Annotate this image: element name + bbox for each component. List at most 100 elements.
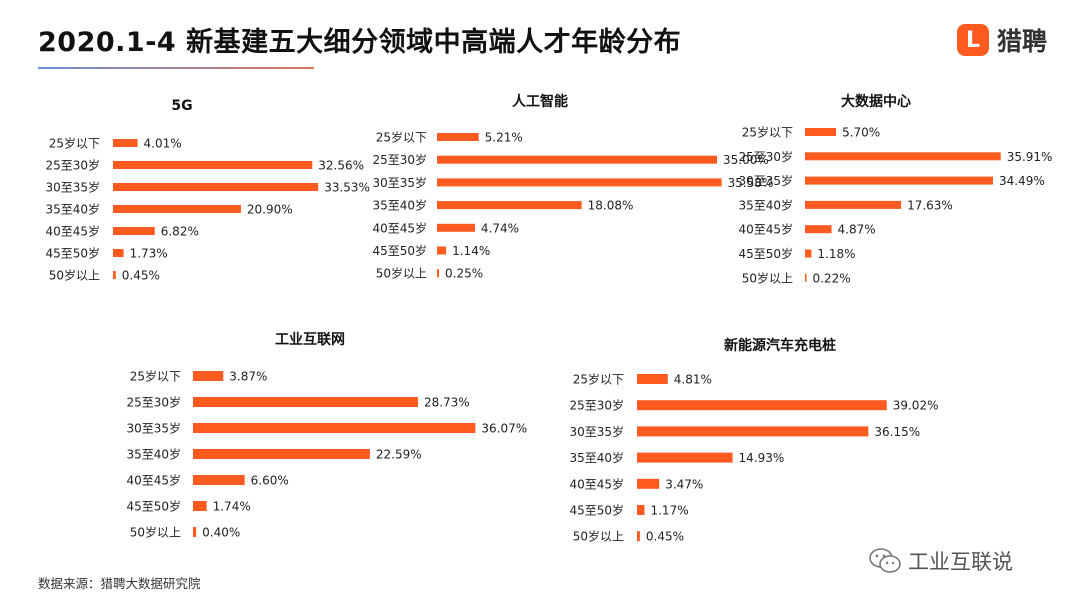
category-label: 40至45岁	[738, 222, 793, 237]
bar	[437, 178, 722, 187]
bar	[637, 531, 640, 542]
watermark: 工业互联说	[868, 546, 1013, 576]
chart-svg: 工业互联网 25岁以下 3.87% 25至30岁 28.73% 30至35岁 36.07% 3…	[126, 332, 527, 540]
bar	[113, 227, 155, 235]
page-title: 2020.1-4 新基建五大细分领域中高端人才年龄分布	[38, 27, 682, 58]
bar	[113, 249, 124, 257]
value-label: 5.70%	[842, 126, 880, 140]
value-label: 3.47%	[665, 477, 703, 491]
chart-title: 工业互联网	[275, 332, 345, 348]
bar	[637, 374, 668, 384]
chart-industrial-internet: 工业互联网 25岁以下 3.87% 25至30岁 28.73% 30至35岁 36.07% 3…	[115, 326, 535, 552]
value-label: 1.74%	[213, 500, 251, 514]
chart-title: 新能源汽车充电桩	[724, 337, 836, 354]
value-label: 0.22%	[813, 271, 851, 285]
category-label: 30至35岁	[372, 175, 427, 190]
data-source: 数据来源：猎聘大数据研究院	[38, 576, 201, 591]
bar	[637, 400, 887, 411]
category-label: 45至50岁	[45, 246, 100, 261]
value-label: 1.18%	[817, 247, 855, 261]
bar	[637, 505, 645, 515]
value-label: 36.15%	[874, 425, 920, 439]
bar	[805, 200, 902, 209]
category-label: 50岁以上	[376, 266, 427, 281]
bar	[113, 205, 241, 213]
chart-5g: 5G 25岁以下 4.01% 25至30岁 32.56% 30至35岁 33.53% 35至4…	[22, 92, 370, 295]
chart-title: 5G	[171, 98, 192, 114]
bar	[193, 371, 224, 381]
category-label: 25岁以下	[742, 125, 793, 140]
chart-ev-charging: 新能源汽车充电桩 25岁以下 4.81% 25至30岁 39.02% 30至35岁 36.1…	[560, 332, 980, 556]
category-label: 45至50岁	[372, 243, 427, 258]
liepin-logo: L 猎聘	[957, 22, 1047, 58]
category-label: 35至40岁	[569, 450, 624, 465]
category-label: 25岁以下	[130, 369, 181, 384]
value-label: 3.87%	[229, 370, 267, 384]
wechat-icon	[868, 547, 902, 575]
value-label: 35.58%	[728, 176, 774, 190]
bar	[193, 501, 207, 511]
category-label: 25岁以下	[49, 136, 100, 151]
category-label: 35至40岁	[45, 202, 100, 217]
bar	[805, 176, 993, 185]
category-label: 50岁以上	[49, 268, 100, 283]
category-label: 30至35岁	[45, 180, 100, 195]
chart-title: 大数据中心	[841, 93, 911, 110]
bar	[637, 452, 733, 463]
category-label: 40至45岁	[45, 224, 100, 239]
category-label: 40至45岁	[569, 476, 624, 491]
category-label: 40至45岁	[126, 473, 181, 488]
chart-svg: 人工智能 25岁以下 5.21% 25至30岁 35.00% 30至35岁 35.58% 35…	[372, 93, 773, 281]
bar	[437, 201, 582, 210]
chart-big-data-center: 大数据中心 25岁以下 5.70% 25至30岁 35.91% 30至35岁 34.49% 3…	[726, 88, 1066, 298]
watermark-text: 工业互联说	[908, 550, 1013, 574]
title-underline	[38, 67, 314, 69]
chart-ai: 人工智能 25岁以下 5.21% 25至30岁 35.00% 30至35岁 35.58% 35…	[360, 88, 773, 293]
value-label: 6.60%	[251, 474, 289, 488]
category-label: 30至35岁	[126, 421, 181, 436]
value-label: 0.45%	[646, 530, 684, 544]
category-label: 45至50岁	[738, 246, 793, 261]
value-label: 18.08%	[588, 199, 634, 213]
category-label: 25岁以下	[573, 372, 624, 387]
bar	[637, 426, 869, 437]
bar	[805, 225, 832, 234]
category-label: 45至50岁	[569, 503, 624, 518]
value-label: 17.63%	[907, 198, 953, 212]
bar	[437, 223, 475, 232]
value-label: 4.74%	[481, 221, 519, 235]
value-label: 1.14%	[452, 244, 490, 258]
category-label: 25至30岁	[126, 395, 181, 410]
value-label: 36.07%	[481, 422, 527, 436]
bar	[113, 139, 138, 147]
value-label: 20.90%	[247, 203, 293, 217]
value-label: 32.56%	[318, 159, 364, 173]
value-label: 4.01%	[144, 137, 182, 151]
category-label: 50岁以上	[742, 270, 793, 285]
value-label: 35.00%	[723, 153, 769, 167]
category-label: 50岁以上	[573, 529, 624, 544]
value-label: 1.73%	[130, 247, 168, 261]
value-label: 14.93%	[739, 451, 785, 465]
bar	[193, 397, 418, 407]
chart-title: 人工智能	[512, 93, 568, 110]
bar	[805, 249, 812, 258]
value-label: 0.40%	[202, 526, 240, 540]
category-label: 45至50岁	[126, 499, 181, 514]
value-label: 39.02%	[893, 399, 939, 413]
logo-text: 猎聘	[997, 27, 1048, 56]
value-label: 34.49%	[999, 174, 1045, 188]
bar	[113, 183, 319, 191]
category-label: 25至30岁	[45, 158, 100, 173]
category-label: 25至30岁	[569, 398, 624, 413]
category-label: 25至30岁	[738, 149, 793, 164]
bar	[437, 133, 479, 141]
value-label: 4.87%	[838, 223, 876, 237]
bar	[805, 128, 837, 136]
bar	[805, 152, 1001, 161]
bar	[637, 478, 660, 489]
value-label: 35.91%	[1007, 150, 1053, 164]
logo-mark-icon: L	[957, 24, 989, 56]
bar	[805, 273, 807, 282]
category-label: 35至40岁	[738, 197, 793, 212]
